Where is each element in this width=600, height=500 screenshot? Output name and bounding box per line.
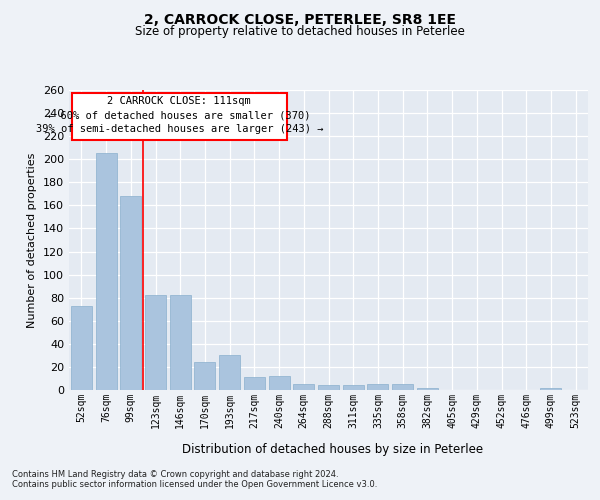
Bar — [244, 378, 265, 390]
Bar — [71, 306, 92, 390]
Bar — [367, 384, 388, 390]
Bar — [392, 384, 413, 390]
Bar — [293, 384, 314, 390]
Text: Contains HM Land Registry data © Crown copyright and database right 2024.: Contains HM Land Registry data © Crown c… — [12, 470, 338, 479]
Bar — [541, 388, 562, 390]
Bar — [318, 386, 339, 390]
Text: Size of property relative to detached houses in Peterlee: Size of property relative to detached ho… — [135, 25, 465, 38]
Text: Distribution of detached houses by size in Peterlee: Distribution of detached houses by size … — [182, 442, 484, 456]
Y-axis label: Number of detached properties: Number of detached properties — [28, 152, 37, 328]
Text: ← 60% of detached houses are smaller (370): ← 60% of detached houses are smaller (37… — [48, 111, 311, 121]
Bar — [95, 154, 116, 390]
Text: 39% of semi-detached houses are larger (243) →: 39% of semi-detached houses are larger (… — [35, 124, 323, 134]
Bar — [219, 356, 240, 390]
Bar — [145, 296, 166, 390]
FancyBboxPatch shape — [71, 93, 287, 140]
Bar — [120, 196, 141, 390]
Bar — [170, 296, 191, 390]
Bar — [343, 386, 364, 390]
Bar — [194, 362, 215, 390]
Text: 2, CARROCK CLOSE, PETERLEE, SR8 1EE: 2, CARROCK CLOSE, PETERLEE, SR8 1EE — [144, 12, 456, 26]
Bar — [417, 388, 438, 390]
Text: Contains public sector information licensed under the Open Government Licence v3: Contains public sector information licen… — [12, 480, 377, 489]
Text: 2 CARROCK CLOSE: 111sqm: 2 CARROCK CLOSE: 111sqm — [107, 96, 251, 106]
Bar — [269, 376, 290, 390]
